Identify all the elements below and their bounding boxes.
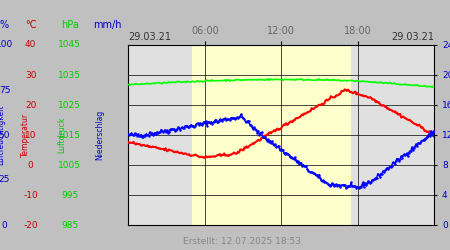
- Text: mm/h: mm/h: [93, 20, 122, 30]
- Text: Erstellt: 12.07.2025 18:53: Erstellt: 12.07.2025 18:53: [183, 238, 302, 246]
- Text: °C: °C: [25, 20, 36, 30]
- Text: 29.03.21: 29.03.21: [391, 32, 434, 42]
- Text: 995: 995: [61, 190, 78, 200]
- Text: -10: -10: [23, 190, 38, 200]
- Text: 75: 75: [0, 86, 10, 94]
- Text: 0: 0: [2, 220, 7, 230]
- Text: 30: 30: [25, 70, 36, 80]
- Text: 100: 100: [0, 40, 13, 50]
- Text: 1025: 1025: [58, 100, 81, 110]
- Text: 20: 20: [25, 100, 36, 110]
- Text: 985: 985: [61, 220, 78, 230]
- Text: Luftfeuchtigkeit: Luftfeuchtigkeit: [0, 105, 5, 165]
- Text: 0: 0: [28, 160, 33, 170]
- Text: 25: 25: [0, 176, 10, 184]
- Text: 10: 10: [25, 130, 36, 140]
- Text: 1045: 1045: [58, 40, 81, 50]
- Text: 40: 40: [25, 40, 36, 50]
- Text: %: %: [0, 20, 9, 30]
- Text: Luftdruck: Luftdruck: [58, 117, 67, 153]
- Text: 50: 50: [0, 130, 10, 140]
- Text: hPa: hPa: [61, 20, 79, 30]
- Text: -20: -20: [23, 220, 38, 230]
- Text: 1015: 1015: [58, 130, 81, 140]
- Text: 29.03.21: 29.03.21: [128, 32, 171, 42]
- Bar: [192, 45, 351, 225]
- Text: Temperatur: Temperatur: [21, 113, 30, 157]
- Text: 1005: 1005: [58, 160, 81, 170]
- Text: 1035: 1035: [58, 70, 81, 80]
- Text: Niederschlag: Niederschlag: [95, 110, 104, 160]
